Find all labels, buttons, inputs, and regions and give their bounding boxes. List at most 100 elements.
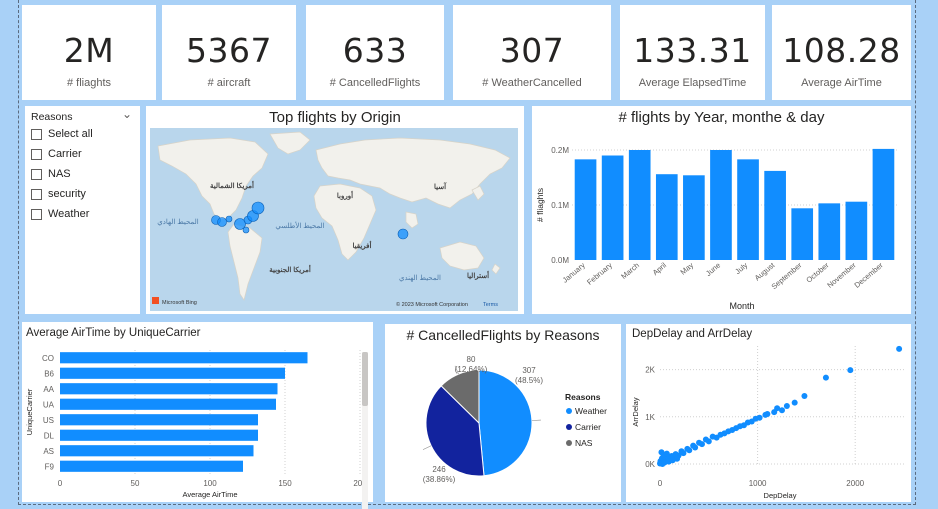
x-tick-label: 50 [131, 479, 140, 488]
map-label-pacific: المحيط الهادي [157, 218, 198, 226]
reasons-slicer: Reasons ⌄ Select all Carrier NAS securit… [25, 106, 140, 314]
bar[interactable] [60, 352, 308, 363]
scatter-point[interactable] [896, 346, 902, 352]
y-axis-label: # fliaghts [535, 188, 545, 222]
scrollbar-thumb[interactable] [362, 352, 368, 406]
scatter-point[interactable] [792, 400, 798, 406]
scatter-point[interactable] [733, 425, 739, 431]
airtime-by-carrier-chart: Average AirTime by UniqueCarrier 0 50 100 1… [22, 322, 373, 502]
pie-slice[interactable] [479, 370, 532, 476]
y-tick-label: UA [43, 400, 55, 409]
leader-line [423, 446, 431, 450]
slice-pct-label: (48.5%) [515, 376, 543, 385]
bar[interactable] [60, 368, 285, 379]
map-canvas[interactable]: أمريكا الشمالية أوروبا آسيا المحيط الهاد… [150, 128, 518, 311]
scatter-point[interactable] [764, 411, 770, 417]
slicer-item-select-all[interactable]: Select all [31, 127, 93, 141]
scatter-point[interactable] [757, 415, 763, 421]
scatter-point[interactable] [847, 367, 853, 373]
checkbox[interactable] [31, 209, 42, 220]
y-tick-label: AA [43, 385, 54, 394]
kpi-card-weather-cancelled[interactable]: 307 # WeatherCancelled [453, 5, 611, 100]
slicer-item-weather[interactable]: Weather [31, 207, 89, 221]
kpi-card-flights[interactable]: 2M # fliaghts [22, 5, 156, 100]
kpi-label: Average AirTime [772, 77, 911, 89]
map-bubble[interactable] [243, 227, 249, 233]
bar[interactable] [60, 414, 258, 425]
scatter-point[interactable] [674, 456, 680, 462]
bar[interactable] [791, 208, 813, 260]
y-tick-label: 0K [645, 460, 655, 469]
kpi-value: 2M [22, 31, 156, 70]
scatter-point[interactable] [823, 375, 829, 381]
scatter-point[interactable] [725, 428, 731, 434]
scatter-point[interactable] [774, 405, 780, 411]
scatter-point[interactable] [741, 422, 747, 428]
slice-value-label: 246 [432, 465, 446, 474]
kpi-card-aircraft[interactable]: 5367 # aircraft [162, 5, 296, 100]
bar[interactable] [846, 202, 868, 260]
scatter-point[interactable] [784, 403, 790, 409]
x-tick-label: 0 [58, 479, 63, 488]
slicer-title: Reasons [31, 111, 72, 123]
checkbox[interactable] [31, 149, 42, 160]
scatter-point[interactable] [690, 443, 696, 449]
bar[interactable] [656, 174, 678, 260]
kpi-card-average-airtime[interactable]: 108.28 Average AirTime [772, 5, 911, 100]
bar[interactable] [629, 150, 651, 260]
checkbox[interactable] [31, 129, 42, 140]
bar[interactable] [683, 175, 705, 260]
scatter-point[interactable] [678, 448, 684, 454]
kpi-card-average-elapsed-time[interactable]: 133.31 Average ElapsedTime [620, 5, 765, 100]
slicer-item-carrier[interactable]: Carrier [31, 147, 82, 161]
bar[interactable] [60, 430, 258, 441]
x-tick-label: August [753, 260, 777, 282]
bar[interactable] [737, 159, 759, 260]
y-tick-label: US [43, 416, 54, 425]
map-bubble[interactable] [226, 216, 232, 222]
bar[interactable] [764, 171, 786, 260]
scatter-point[interactable] [696, 440, 702, 446]
kpi-label: # CancelledFlights [306, 77, 444, 89]
legend-swatch [566, 408, 572, 414]
scatter-point[interactable] [710, 434, 716, 440]
checkbox[interactable] [31, 169, 42, 180]
scatter-point[interactable] [703, 436, 709, 442]
scatter-point[interactable] [749, 419, 755, 425]
bar[interactable] [60, 399, 276, 410]
y-tick-label: 1K [645, 413, 655, 422]
bar[interactable] [710, 150, 732, 260]
bar[interactable] [575, 159, 597, 260]
slicer-item-label: Weather [48, 208, 89, 220]
kpi-value: 108.28 [772, 31, 911, 70]
bar[interactable] [818, 203, 840, 260]
x-tick-label: 0 [658, 479, 663, 488]
map-bubble[interactable] [252, 202, 264, 214]
bar[interactable] [873, 149, 895, 260]
slicer-item-security[interactable]: security [31, 187, 86, 201]
map-bubble[interactable] [218, 218, 227, 227]
map-bubble[interactable] [398, 229, 408, 239]
map-terms-link[interactable]: Terms [483, 302, 498, 308]
checkbox[interactable] [31, 189, 42, 200]
y-tick-label: DL [44, 431, 55, 440]
scatter-point[interactable] [718, 432, 724, 438]
kpi-value: 307 [453, 31, 611, 70]
scatter-point[interactable] [801, 393, 807, 399]
y-tick-label: 0.2M [551, 146, 569, 155]
bar[interactable] [60, 461, 243, 472]
slicer-item-label: NAS [48, 168, 71, 180]
chart-scrollbar[interactable] [362, 352, 368, 509]
chevron-down-icon[interactable]: ⌄ [122, 107, 132, 121]
kpi-label: # aircraft [162, 77, 296, 89]
scatter-point[interactable] [684, 446, 690, 452]
scatter-chart-svg: 0K01K10002K2000ArrDelayDepDelay [626, 324, 911, 502]
bar[interactable] [60, 383, 278, 394]
map-title: Top flights by Origin [146, 109, 524, 126]
airtime-chart-svg: 0 50 100 150 200COB6AAUAUSDLASF9UniqueCarrie… [22, 322, 373, 502]
scatter-point[interactable] [664, 451, 670, 457]
slicer-item-nas[interactable]: NAS [31, 167, 71, 181]
kpi-card-cancelled-flights[interactable]: 633 # CancelledFlights [306, 5, 444, 100]
bar[interactable] [602, 156, 624, 261]
bar[interactable] [60, 445, 254, 456]
